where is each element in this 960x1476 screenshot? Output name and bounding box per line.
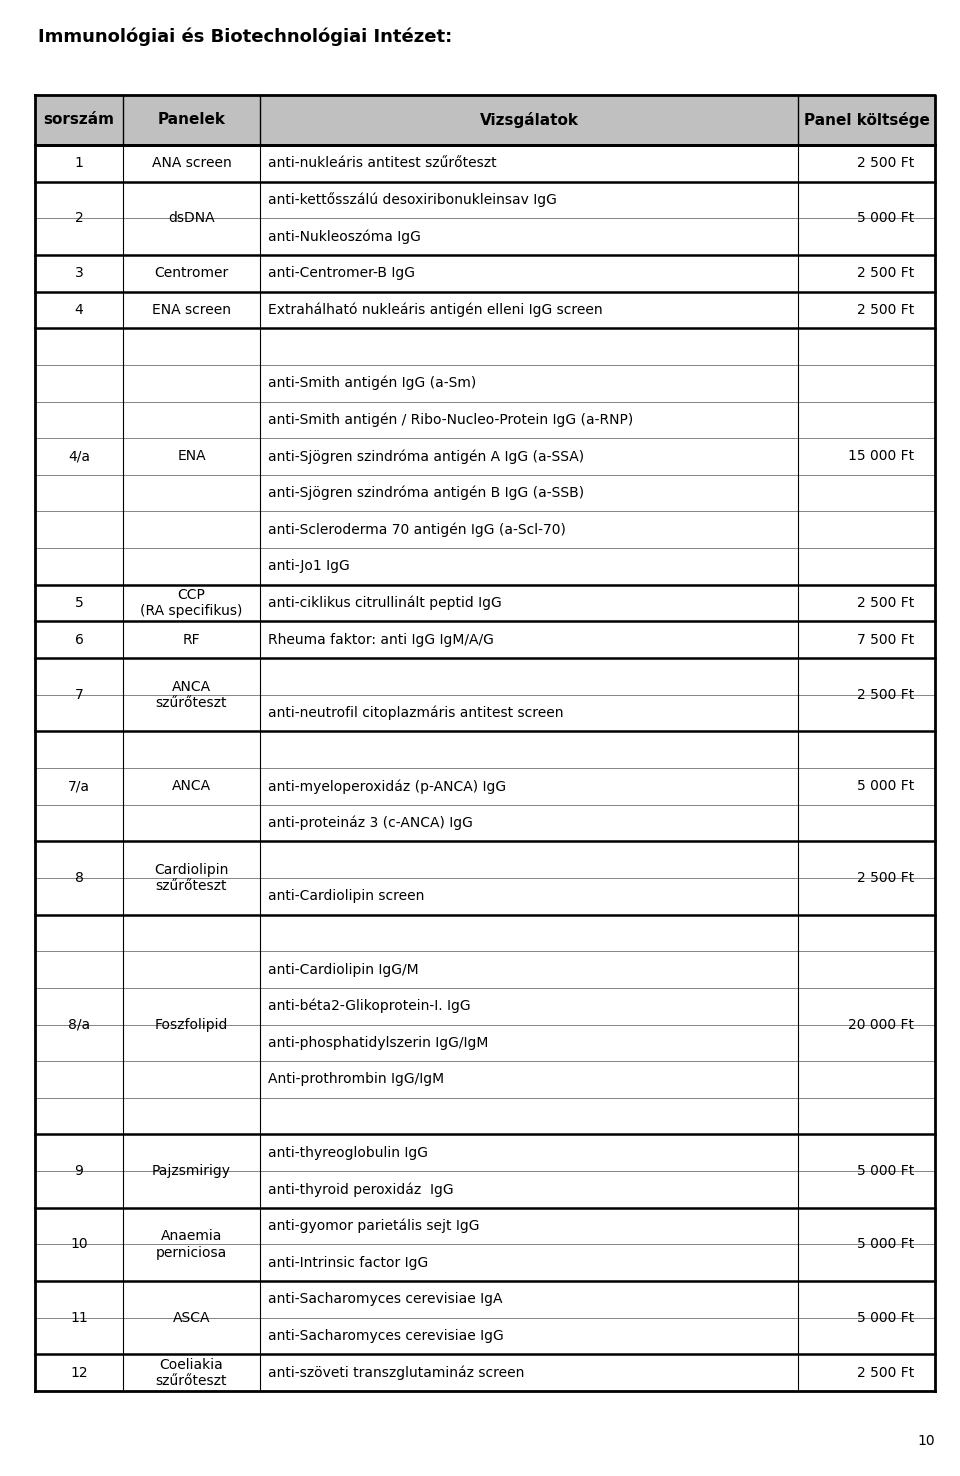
Text: 4: 4 (75, 303, 84, 317)
Text: 5 000 Ft: 5 000 Ft (857, 1311, 915, 1324)
Text: dsDNA: dsDNA (168, 211, 215, 226)
Text: anti-nukleáris antitest szűrőteszt: anti-nukleáris antitest szűrőteszt (268, 156, 496, 170)
Text: anti-ciklikus citrullinált peptid IgG: anti-ciklikus citrullinált peptid IgG (268, 596, 502, 611)
Text: Pajzsmirigy: Pajzsmirigy (152, 1165, 231, 1178)
Text: Rheuma faktor: anti IgG IgM/A/G: Rheuma faktor: anti IgG IgM/A/G (268, 633, 493, 646)
Text: 15 000 Ft: 15 000 Ft (849, 450, 915, 463)
Text: 11: 11 (70, 1311, 88, 1324)
Bar (35, 94, 935, 145)
Text: ANA screen: ANA screen (152, 156, 231, 170)
Text: 3: 3 (75, 266, 84, 280)
Text: anti-thyroid peroxidáz  IgG: anti-thyroid peroxidáz IgG (268, 1182, 454, 1197)
Text: Coeliakia
szűrőteszt: Coeliakia szűrőteszt (156, 1358, 228, 1387)
Text: ANCA: ANCA (172, 779, 211, 793)
Text: 12: 12 (70, 1365, 87, 1380)
Text: Extrahálható nukleáris antigén elleni IgG screen: Extrahálható nukleáris antigén elleni Ig… (268, 303, 603, 317)
Text: 7/a: 7/a (68, 779, 90, 793)
Text: anti-phosphatidylszerin IgG/IgM: anti-phosphatidylszerin IgG/IgM (268, 1036, 489, 1049)
Text: 20 000 Ft: 20 000 Ft (849, 1017, 915, 1032)
Text: 2 500 Ft: 2 500 Ft (857, 688, 915, 701)
Text: anti-béta2-Glikoprotein-I. IgG: anti-béta2-Glikoprotein-I. IgG (268, 999, 470, 1014)
Text: 2 500 Ft: 2 500 Ft (857, 303, 915, 317)
Text: Vizsgálatok: Vizsgálatok (480, 112, 579, 128)
Text: 7 500 Ft: 7 500 Ft (857, 633, 915, 646)
Text: anti-Intrinsic factor IgG: anti-Intrinsic factor IgG (268, 1256, 428, 1269)
Text: ENA screen: ENA screen (152, 303, 231, 317)
Text: anti-proteináz 3 (c-ANCA) IgG: anti-proteináz 3 (c-ANCA) IgG (268, 816, 473, 830)
Text: Centromer: Centromer (155, 266, 228, 280)
Text: anti-Cardiolipin IgG/M: anti-Cardiolipin IgG/M (268, 962, 419, 977)
Text: anti-kettősszálú desoxiribonukleinsav IgG: anti-kettősszálú desoxiribonukleinsav Ig… (268, 192, 557, 208)
Text: Cardiolipin
szűrőteszt: Cardiolipin szűrőteszt (155, 863, 228, 893)
Text: 2: 2 (75, 211, 84, 226)
Text: Panelek: Panelek (157, 112, 226, 127)
Text: Panel költsége: Panel költsége (804, 112, 929, 128)
Text: Immunológiai és Biotechnológiai Intézet:: Immunológiai és Biotechnológiai Intézet: (38, 28, 452, 47)
Text: anti-Smith antigén IgG (a-Sm): anti-Smith antigén IgG (a-Sm) (268, 376, 476, 391)
Text: anti-Sjögren szindróma antigén B IgG (a-SSB): anti-Sjögren szindróma antigén B IgG (a-… (268, 486, 584, 500)
Text: 5 000 Ft: 5 000 Ft (857, 1237, 915, 1252)
Text: anti-Sjögren szindróma antigén A IgG (a-SSA): anti-Sjögren szindróma antigén A IgG (a-… (268, 449, 584, 463)
Text: 9: 9 (75, 1165, 84, 1178)
Text: Anaemia
perniciosa: Anaemia perniciosa (156, 1230, 228, 1259)
Text: 8: 8 (75, 871, 84, 886)
Text: 10: 10 (918, 1435, 935, 1448)
Text: 5 000 Ft: 5 000 Ft (857, 779, 915, 793)
Text: anti-myeloperoxidáz (p-ANCA) IgG: anti-myeloperoxidáz (p-ANCA) IgG (268, 779, 506, 794)
Text: 5 000 Ft: 5 000 Ft (857, 1165, 915, 1178)
Text: anti-Scleroderma 70 antigén IgG (a-Scl-70): anti-Scleroderma 70 antigén IgG (a-Scl-7… (268, 523, 565, 537)
Text: anti-szöveti transzglutamináz screen: anti-szöveti transzglutamináz screen (268, 1365, 524, 1380)
Text: 5: 5 (75, 596, 84, 610)
Text: anti-neutrofil citoplazmáris antitest screen: anti-neutrofil citoplazmáris antitest sc… (268, 706, 564, 720)
Text: Foszfolipid: Foszfolipid (155, 1017, 228, 1032)
Text: 10: 10 (70, 1237, 87, 1252)
Text: ANCA
szűrőteszt: ANCA szűrőteszt (156, 679, 228, 710)
Text: 2 500 Ft: 2 500 Ft (857, 156, 915, 170)
Text: sorszám: sorszám (43, 112, 114, 127)
Text: CCP
(RA specifikus): CCP (RA specifikus) (140, 587, 243, 618)
Text: anti-Sacharomyces cerevisiae IgG: anti-Sacharomyces cerevisiae IgG (268, 1328, 504, 1343)
Text: 2 500 Ft: 2 500 Ft (857, 871, 915, 886)
Text: anti-Nukleoszóma IgG: anti-Nukleoszóma IgG (268, 229, 420, 244)
Text: 8/a: 8/a (68, 1017, 90, 1032)
Text: RF: RF (182, 633, 201, 646)
Text: anti-Centromer-B IgG: anti-Centromer-B IgG (268, 266, 415, 280)
Text: anti-Smith antigén / Ribo-Nucleo-Protein IgG (a-RNP): anti-Smith antigén / Ribo-Nucleo-Protein… (268, 413, 634, 427)
Text: Anti-prothrombin IgG/IgM: Anti-prothrombin IgG/IgM (268, 1073, 444, 1086)
Text: 2 500 Ft: 2 500 Ft (857, 596, 915, 610)
Text: anti-Jo1 IgG: anti-Jo1 IgG (268, 559, 349, 574)
Text: anti-thyreoglobulin IgG: anti-thyreoglobulin IgG (268, 1145, 428, 1160)
Text: ENA: ENA (178, 450, 205, 463)
Text: 6: 6 (75, 633, 84, 646)
Text: 1: 1 (75, 156, 84, 170)
Text: anti-Cardiolipin screen: anti-Cardiolipin screen (268, 889, 424, 903)
Bar (35, 145, 935, 1390)
Text: 2 500 Ft: 2 500 Ft (857, 1365, 915, 1380)
Text: ASCA: ASCA (173, 1311, 210, 1324)
Text: anti-Sacharomyces cerevisiae IgA: anti-Sacharomyces cerevisiae IgA (268, 1293, 502, 1306)
Text: 4/a: 4/a (68, 450, 90, 463)
Text: anti-gyomor parietális sejt IgG: anti-gyomor parietális sejt IgG (268, 1219, 479, 1234)
Text: 2 500 Ft: 2 500 Ft (857, 266, 915, 280)
Text: 7: 7 (75, 688, 84, 701)
Text: 5 000 Ft: 5 000 Ft (857, 211, 915, 226)
